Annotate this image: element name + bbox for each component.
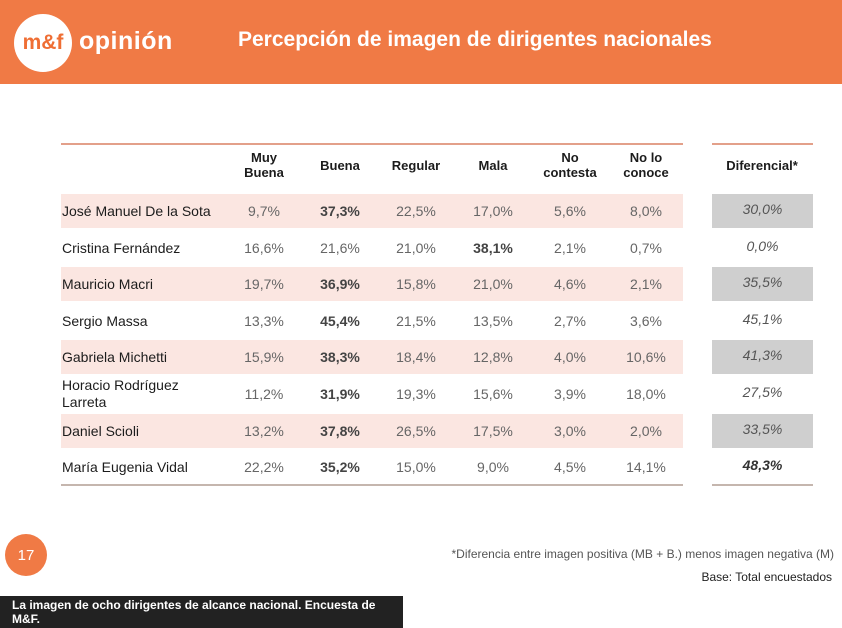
politician-name: María Eugenia Vidal xyxy=(62,459,188,476)
table-cell: 35,2% xyxy=(320,459,360,476)
page-number-badge: 17 xyxy=(5,534,47,576)
page-title: Percepción de imagen de dirigentes nacio… xyxy=(238,28,712,51)
table-cell: 22,5% xyxy=(396,203,436,219)
table-cell: 10,6% xyxy=(626,349,666,366)
politician-name: Daniel Scioli xyxy=(62,422,140,439)
table-cell: 8,0% xyxy=(630,203,662,219)
table-cell: 21,0% xyxy=(396,239,436,256)
diff-value: 45,1% xyxy=(742,310,783,327)
table-cell: 18,4% xyxy=(396,349,436,366)
table-cell: 0,7% xyxy=(630,239,662,256)
table-cell: 3,6% xyxy=(630,312,662,329)
column-header: Regular xyxy=(391,158,441,173)
table-cell: 45,4% xyxy=(320,312,360,329)
column-header: Buena xyxy=(320,158,360,173)
table-cell: 31,9% xyxy=(320,386,360,402)
diff-column-header: Diferencial* xyxy=(726,158,798,173)
row-shade xyxy=(61,413,683,448)
table-cell: 22,2% xyxy=(244,459,284,476)
table-cell: 17,0% xyxy=(473,203,513,219)
politician-name: Mauricio Macri xyxy=(62,276,154,293)
table-cell: 38,3% xyxy=(320,349,360,366)
table-cell: 26,5% xyxy=(396,422,436,439)
table-cell: 16,6% xyxy=(244,239,284,256)
politician-name: Gabriela Michetti xyxy=(62,349,168,366)
diff-shade xyxy=(712,267,813,302)
column-header: No lo conoce xyxy=(623,150,669,180)
table-cell: 2,0% xyxy=(630,422,662,439)
diff-value: 48,3% xyxy=(742,457,783,474)
caption-text: La imagen de ocho dirigentes de alcance … xyxy=(12,598,376,626)
row-shade xyxy=(61,194,683,228)
table-cell: 14,1% xyxy=(626,459,666,476)
logo-text: m&f xyxy=(22,31,64,54)
table-cell: 21,0% xyxy=(473,276,513,293)
table-cell: 2,1% xyxy=(630,276,662,293)
column-header: Mala xyxy=(478,158,508,173)
table-cell: 15,0% xyxy=(396,459,436,476)
table-bottom-rule xyxy=(61,484,683,486)
table-cell: 4,5% xyxy=(554,459,586,476)
column-header: No contesta xyxy=(543,150,597,180)
table-cell: 37,8% xyxy=(320,422,360,439)
column-header: Muy Buena xyxy=(244,150,284,180)
diff-shade xyxy=(712,340,813,375)
diff-shade xyxy=(712,194,813,228)
table-cell: 13,3% xyxy=(244,312,284,329)
table-cell: 9,0% xyxy=(477,459,509,476)
table-cell: 4,6% xyxy=(554,276,586,293)
caption-bar: La imagen de ocho dirigentes de alcance … xyxy=(0,596,403,628)
politician-name: Sergio Massa xyxy=(62,312,148,329)
diff-shade xyxy=(712,413,813,448)
table-top-rule xyxy=(61,143,683,145)
politician-name: Cristina Fernández xyxy=(62,239,181,256)
brand-logo: m&f xyxy=(14,14,72,72)
diff-value: 35,5% xyxy=(742,274,783,291)
table-cell: 9,7% xyxy=(248,203,280,219)
diff-bottom-rule xyxy=(712,484,813,486)
table-cell: 38,1% xyxy=(473,239,513,256)
table-cell: 3,0% xyxy=(554,422,586,439)
table-cell: 4,0% xyxy=(554,349,586,366)
diff-value: 27,5% xyxy=(742,384,783,400)
table-cell: 11,2% xyxy=(244,386,284,402)
diff-top-rule xyxy=(712,143,813,145)
table-cell: 3,9% xyxy=(554,386,586,402)
base-note: Base: Total encuestados xyxy=(701,570,832,584)
politician-name: Horacio Rodríguez Larreta xyxy=(62,377,179,410)
table-cell: 15,8% xyxy=(396,276,436,293)
table-cell: 2,7% xyxy=(554,312,586,329)
politician-name: José Manuel De la Sota xyxy=(62,203,211,219)
table-cell: 13,5% xyxy=(473,312,513,329)
row-shade xyxy=(61,267,683,302)
diff-value: 30,0% xyxy=(742,201,783,217)
row-shade xyxy=(61,340,683,375)
brand-word: opinión xyxy=(79,27,173,55)
table-cell: 19,3% xyxy=(396,386,436,402)
table-cell: 15,6% xyxy=(473,386,513,402)
table-cell: 15,9% xyxy=(244,349,284,366)
header-banner: m&f opinión Percepción de imagen de diri… xyxy=(0,0,842,84)
table-cell: 36,9% xyxy=(320,276,360,293)
diff-value: 41,3% xyxy=(742,347,783,364)
table-cell: 19,7% xyxy=(244,276,284,293)
table-cell: 13,2% xyxy=(244,422,284,439)
table-cell: 12,8% xyxy=(473,349,513,366)
page-number: 17 xyxy=(17,546,35,564)
table-cell: 37,3% xyxy=(320,203,360,219)
diff-value: 33,5% xyxy=(742,420,783,437)
diff-value: 0,0% xyxy=(746,237,779,254)
table-cell: 5,6% xyxy=(554,203,586,219)
table-cell: 17,5% xyxy=(473,422,513,439)
table-cell: 21,6% xyxy=(320,239,360,256)
table-cell: 21,5% xyxy=(396,312,436,329)
table-cell: 18,0% xyxy=(626,386,666,402)
table-cell: 2,1% xyxy=(554,239,586,256)
footnote: *Diferencia entre imagen positiva (MB + … xyxy=(451,547,835,561)
